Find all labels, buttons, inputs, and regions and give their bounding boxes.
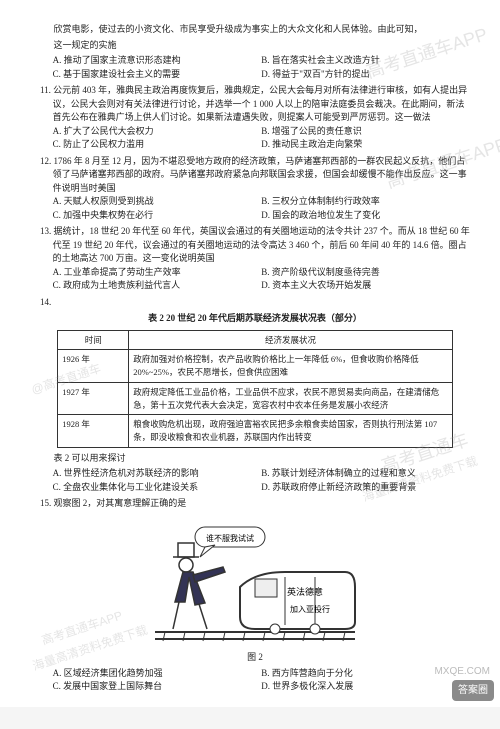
q14-table: 时间 经济发展状况 1926 年 政府加强对价格控制，农产品收购价格比上一年降低… — [57, 330, 453, 448]
q11-options: A. 扩大了公民代大会权力 B. 增强了公民的责任意识 C. 防止了公民权力滥用… — [40, 125, 470, 152]
q13-stem: 13. 据统计，18 世纪 20 年代至 60 年代，英国议会通过的有关圈地运动… — [40, 225, 470, 266]
option-d: D. 苏联政府停止新经济政策的重要背景 — [261, 481, 470, 495]
table-row: 1928 年 粮食收购危机出现，政府强迫富裕农民把多余粮食卖给国家，否则执行刑法… — [58, 415, 453, 448]
intro-line1: 欣赏电影，使过去的小资文化、市民享受升级成为事实上的大众文化和人民体验。由此可知… — [40, 23, 470, 37]
option-c: C. 基于国家建设社会主义的需要 — [53, 68, 262, 82]
option-b: B. 资产阶级代议制度亟待完善 — [261, 266, 470, 280]
option-b: B. 旨在落实社会主义改造方针 — [261, 54, 470, 68]
q12-options: A. 天赋人权原则受到挑战 B. 三权分立体制制约行政效率 C. 加强中央集权势… — [40, 195, 470, 222]
table-row: 1927 年 政府规定降低工业品价格，工业品供不应求，农民不愿贸易卖向商品，在建… — [58, 382, 453, 415]
cartoon-svg: 英法德意 加入亚投行 — [145, 517, 365, 647]
option-c: C. 政府成为土地贵族利益代言人 — [53, 279, 262, 293]
option-d: D. 国会的政治地位发生了变化 — [261, 209, 470, 223]
option-a: A. 工业革命提高了劳动生产效率 — [53, 266, 262, 280]
train-icon: 英法德意 加入亚投行 — [240, 572, 355, 634]
option-b: B. 增强了公民的责任意识 — [261, 125, 470, 139]
table-caption: 表 2 20 世纪 20 年代后期苏联经济发展状况表（部分） — [40, 312, 470, 326]
question-13: 13. 据统计，18 世纪 20 年代至 60 年代，英国议会通过的有关圈地运动… — [40, 225, 470, 293]
train-side-label: 加入亚投行 — [290, 604, 330, 614]
intro-options: A. 推动了国家主流意识形态建构 B. 旨在落实社会主义改造方针 C. 基于国家… — [40, 54, 470, 81]
cell-desc: 政府加强对价格控制，农产品收购价格比上一年降低 6%，但食收购价格降低 20%~… — [129, 350, 453, 383]
speech-bubble: 谁不服我试试 — [195, 527, 265, 557]
option-a: A. 扩大了公民代大会权力 — [53, 125, 262, 139]
q11-stem: 11. 公元前 403 年，雅典民主政治再度恢复后，雅典规定，公民大会每月对所有… — [40, 84, 470, 125]
option-d: D. 得益于"双百"方针的提出 — [261, 68, 470, 82]
option-c: C. 防止了公民权力滥用 — [53, 138, 262, 152]
cell-desc: 政府规定降低工业品价格，工业品供不应求，农民不愿贸易卖向商品，在建清储危急，第十… — [129, 382, 453, 415]
q15-options: A. 区域经济集团化趋势加强 B. 西方阵营趋向于分化 C. 发展中国家登上国际… — [40, 667, 470, 694]
option-d: D. 推动民主政治走向繁荣 — [261, 138, 470, 152]
q14-options: A. 世界性经济危机对苏联经济的影响 B. 苏联计划经济体制确立的过程和意义 C… — [40, 467, 470, 494]
q15-stem: 15. 观察图 2，对其寓意理解正确的是 — [40, 497, 470, 511]
option-d: D. 世界多极化深入发展 — [261, 680, 470, 694]
cell-year: 1928 年 — [58, 415, 129, 448]
option-a: A. 天赋人权原则受到挑战 — [53, 195, 262, 209]
question-12: 12. 1786 年 8 月至 12 月，因为不堪忍受地方政府的经济政策，马萨诸… — [40, 155, 470, 223]
train-label: 英法德意 — [287, 586, 323, 597]
uncle-sam-icon — [173, 543, 225, 629]
cell-year: 1926 年 — [58, 350, 129, 383]
cell-desc: 粮食收购危机出现，政府强迫富裕农民把多余粮食卖给国家，否则执行刑法第 107 条… — [129, 415, 453, 448]
figure-caption: 图 2 — [40, 651, 470, 665]
question-14: 14. 表 2 20 世纪 20 年代后期苏联经济发展状况表（部分） 时间 经济… — [40, 296, 470, 495]
option-d: D. 资本主义大农场开始发展 — [261, 279, 470, 293]
q12-stem: 12. 1786 年 8 月至 12 月，因为不堪忍受地方政府的经济政策，马萨诸… — [40, 155, 470, 196]
option-b: B. 三权分立体制制约行政效率 — [261, 195, 470, 209]
option-a: A. 世界性经济危机对苏联经济的影响 — [53, 467, 262, 481]
q13-options: A. 工业革命提高了劳动生产效率 B. 资产阶级代议制度亟待完善 C. 政府成为… — [40, 266, 470, 293]
footer-url: MXQE.COM — [434, 664, 490, 679]
option-c: C. 加强中央集权势在必行 — [53, 209, 262, 223]
option-c: C. 发展中国家登上国际舞台 — [53, 680, 262, 694]
table-row: 1926 年 政府加强对价格控制，农产品收购价格比上一年降低 6%，但食收购价格… — [58, 350, 453, 383]
question-11: 11. 公元前 403 年，雅典民主政治再度恢复后，雅典规定，公民大会每月对所有… — [40, 84, 470, 152]
speech-text: 谁不服我试试 — [206, 533, 254, 543]
option-b: B. 苏联计划经济体制确立的过程和意义 — [261, 467, 470, 481]
cell-year: 1927 年 — [58, 382, 129, 415]
q14-after: 表 2 可以用来探讨 — [40, 452, 470, 466]
exam-page: 高考直通车APP 高考直通车APP @高考直通车 高考直通车 海量高清资料免费下… — [0, 0, 500, 707]
option-c: C. 全盘农业集体化与工业化建设关系 — [53, 481, 262, 495]
option-a: A. 推动了国家主流意识形态建构 — [53, 54, 262, 68]
q14-num: 14. — [40, 296, 470, 310]
figure-wrap: 英法德意 加入亚投行 — [40, 517, 470, 665]
th-status: 经济发展状况 — [129, 330, 453, 350]
corner-badge: 答案圈 — [452, 680, 494, 701]
option-a: A. 区域经济集团化趋势加强 — [53, 667, 262, 681]
intro-line2: 这一规定的实施 — [40, 39, 470, 53]
th-time: 时间 — [58, 330, 129, 350]
question-intro: 欣赏电影，使过去的小资文化、市民享受升级成为事实上的大众文化和人民体验。由此可知… — [40, 23, 470, 81]
question-15: 15. 观察图 2，对其寓意理解正确的是 — [40, 497, 470, 694]
table-header-row: 时间 经济发展状况 — [58, 330, 453, 350]
